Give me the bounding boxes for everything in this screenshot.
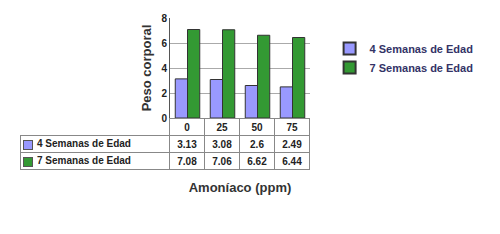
svg-text:6: 6 xyxy=(161,38,167,49)
html-text:2.6: 2.6 xyxy=(250,138,264,150)
html-text:4 Semanas de Edad: 4 Semanas de Edad xyxy=(37,138,131,150)
html-text:75: 75 xyxy=(286,121,298,133)
svg-text:2: 2 xyxy=(161,88,167,99)
html-text:7.08: 7.08 xyxy=(177,155,197,167)
svg-text:Amoníaco (ppm): Amoníaco (ppm) xyxy=(189,180,292,195)
svg-text:Peso corporal: Peso corporal xyxy=(139,25,154,112)
html-text:3.13: 3.13 xyxy=(177,138,197,150)
svg-text:0: 0 xyxy=(161,112,167,124)
html-text:0: 0 xyxy=(184,121,190,133)
html-text:50: 50 xyxy=(251,121,263,133)
svg-text:4 Semanas de Edad: 4 Semanas de Edad xyxy=(370,43,473,55)
html-text:7 Semanas de Edad: 7 Semanas de Edad xyxy=(37,155,131,167)
svg-text:8: 8 xyxy=(161,13,167,24)
html-text:6.44: 6.44 xyxy=(282,155,302,167)
html-text:3.08: 3.08 xyxy=(212,138,232,150)
svg-text:4: 4 xyxy=(161,63,167,74)
html-text:7.06: 7.06 xyxy=(212,155,232,167)
svg-text:7 Semanas de Edad: 7 Semanas de Edad xyxy=(370,62,473,74)
html-text:25: 25 xyxy=(216,121,228,133)
html-text:2.49: 2.49 xyxy=(282,138,302,150)
html-text:6.62: 6.62 xyxy=(247,155,267,167)
